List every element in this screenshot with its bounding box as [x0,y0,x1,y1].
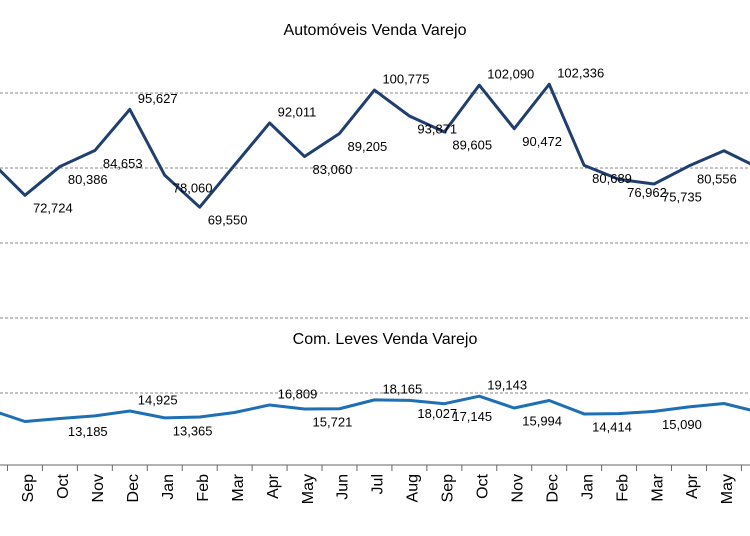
data-label: 102,336 [557,66,604,81]
data-label: 15,721 [313,414,353,429]
x-tick-label: Sep [440,474,457,503]
data-label: 13,185 [68,424,108,439]
data-label: 89,605 [452,137,492,152]
data-label: 72,724 [33,201,73,216]
data-label: 19,143 [487,378,527,393]
data-label: 84,653 [103,156,143,171]
x-tick-label: Nov [90,474,107,502]
x-tick-label: Jul [370,474,387,494]
x-tick-label: Jun [335,474,352,500]
data-label: 18,165 [382,381,422,396]
data-label: 15,994 [522,413,562,428]
data-label: 14,414 [592,419,632,434]
x-tick-label: Sep [20,474,37,503]
x-tick-label: Feb [195,474,212,502]
data-label: 100,775 [382,72,429,87]
x-tick-label: Mar [230,473,247,501]
x-tick-label: Oct [55,473,72,498]
data-label: 16,809 [278,386,318,401]
x-tick-label: Aug [405,474,422,502]
data-label: 102,090 [487,67,534,82]
series-line [0,82,750,209]
x-tick-label: Mar [649,473,666,501]
x-tick-label: May [300,474,317,504]
x-tick-label: Apr [684,473,701,499]
data-label: 80,386 [68,172,108,187]
data-label: 13,365 [173,423,213,438]
data-label: 69,550 [208,213,248,228]
data-label: 93,871 [417,121,457,136]
x-tick-label: Dec [544,474,561,502]
data-label: 80,556 [697,171,737,186]
x-tick-label: Feb [614,474,631,502]
data-label: 76,962 [627,185,667,200]
data-label: 92,011 [278,104,317,119]
x-tick-label: Nov [509,474,526,502]
series-title: Com. Leves Venda Varejo [293,331,478,348]
x-tick-label: Apr [265,473,282,499]
series-title: Automóveis Venda Varejo [284,22,467,39]
data-label: 78,060 [173,181,213,196]
data-label: 75,735 [662,189,702,204]
data-label: 18,027 [417,406,457,421]
data-label: 83,060 [313,162,353,177]
x-tick-label: Jan [579,474,596,500]
data-label: 15,090 [662,417,702,432]
data-label: 95,627 [138,91,178,106]
data-label: 89,205 [348,139,388,154]
x-tick-label: May [719,474,736,504]
x-tick-label: Oct [475,473,492,498]
data-label: 90,472 [522,134,562,149]
data-label: 14,925 [138,392,178,407]
data-label: 80,689 [592,171,632,186]
x-tick-label: Jan [160,474,177,500]
data-label: 17,145 [452,409,492,424]
x-tick-label: Dec [125,474,142,502]
series-line [0,394,750,423]
